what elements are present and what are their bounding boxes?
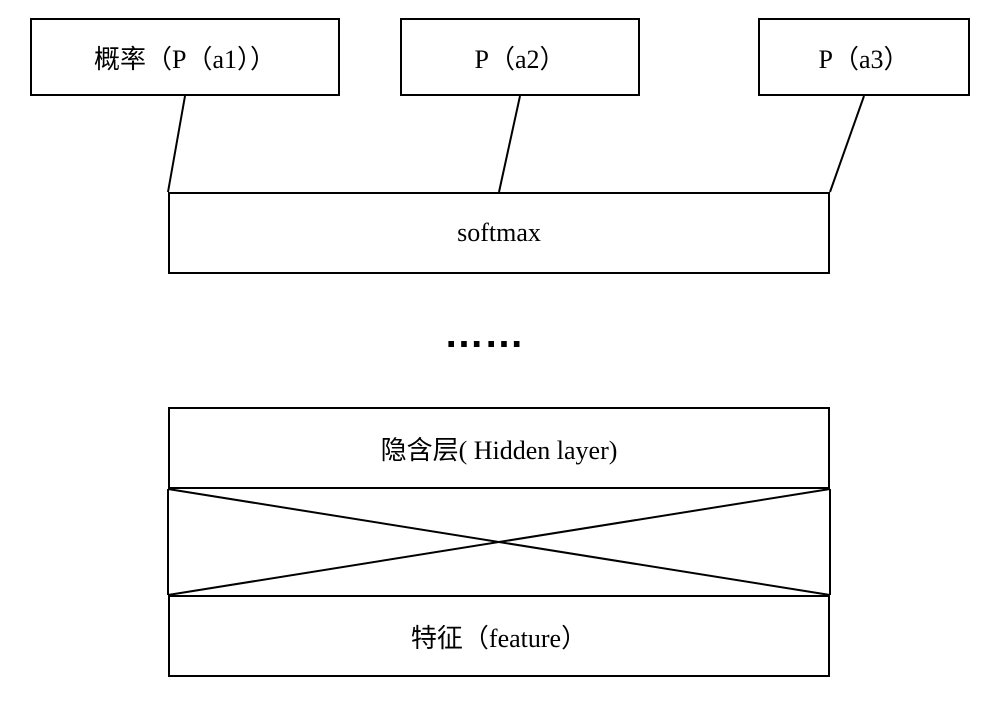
output-box-p-a3: P（a3）	[758, 18, 970, 96]
ellipsis-dots: ……	[444, 312, 524, 357]
feature-box: 特征（feature）	[168, 595, 830, 677]
output-box-p-a2: P（a2）	[400, 18, 640, 96]
softmax-box: softmax	[168, 192, 830, 274]
output-box-p-a1: 概率（P（a1））	[30, 18, 340, 96]
hidden-layer-box: 隐含层( Hidden layer)	[168, 407, 830, 489]
